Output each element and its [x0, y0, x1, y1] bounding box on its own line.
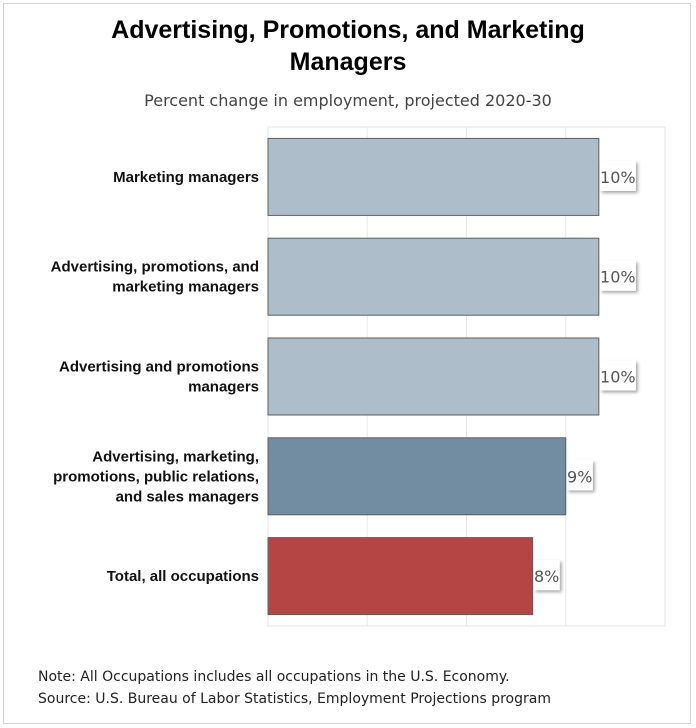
data-label: 10%	[599, 360, 636, 391]
data-label-box	[566, 460, 593, 491]
bar	[267, 237, 600, 316]
chart-title-line-1: Advertising, Promotions, and Marketing	[111, 16, 585, 44]
bar	[267, 137, 600, 216]
bar	[267, 337, 600, 416]
data-label: 10%	[599, 260, 636, 291]
category-label-line: Advertising, marketing,	[92, 448, 259, 465]
note-text: Note: All Occupations includes all occup…	[38, 669, 510, 685]
bar-chart: Marketing managers 10% Advertising, promot…	[51, 126, 666, 627]
data-label-text: 10%	[600, 168, 636, 187]
category-label: Advertising, promotions, and marketing ma…	[51, 259, 259, 296]
category-label-line: promotions, public relations,	[53, 468, 259, 485]
category-label-line: Total, all occupations	[107, 568, 259, 585]
data-label: 8%	[533, 560, 560, 591]
bar	[267, 437, 567, 516]
chart-title-line-2: Managers	[289, 48, 407, 76]
data-label-text: 8%	[534, 567, 559, 586]
chart-title: Advertising, Promotions, and Marketing M…	[0, 14, 696, 78]
data-label-text: 10%	[600, 268, 636, 287]
bar	[267, 537, 534, 616]
category-label-line: and sales managers	[116, 488, 259, 505]
category-label-line: Advertising, promotions, and	[51, 259, 259, 276]
data-label: 9%	[566, 460, 593, 491]
category-label: Advertising, marketing, promotions, publi…	[53, 448, 259, 505]
chart-subtitle: Percent change in employment, projected …	[144, 91, 552, 110]
data-label-box	[599, 160, 636, 191]
category-label-line: Advertising and promotions	[59, 359, 259, 376]
data-label-text: 9%	[567, 467, 592, 486]
data-label-box	[599, 360, 636, 391]
source-text: Source: U.S. Bureau of Labor Statistics,…	[38, 691, 551, 707]
data-label-box	[599, 260, 636, 291]
data-label-box	[533, 560, 560, 591]
category-label-line: managers	[188, 379, 259, 396]
chart-notes: Note: All Occupations includes all occup…	[38, 666, 551, 710]
category-label: Total, all occupations	[107, 568, 259, 585]
category-label-line: marketing managers	[112, 279, 259, 296]
data-label: 10%	[599, 160, 636, 191]
category-label: Advertising and promotions managers	[59, 359, 259, 396]
category-label: Marketing managers	[113, 169, 259, 186]
data-label-text: 10%	[600, 368, 636, 387]
category-label-line: Marketing managers	[113, 169, 259, 186]
